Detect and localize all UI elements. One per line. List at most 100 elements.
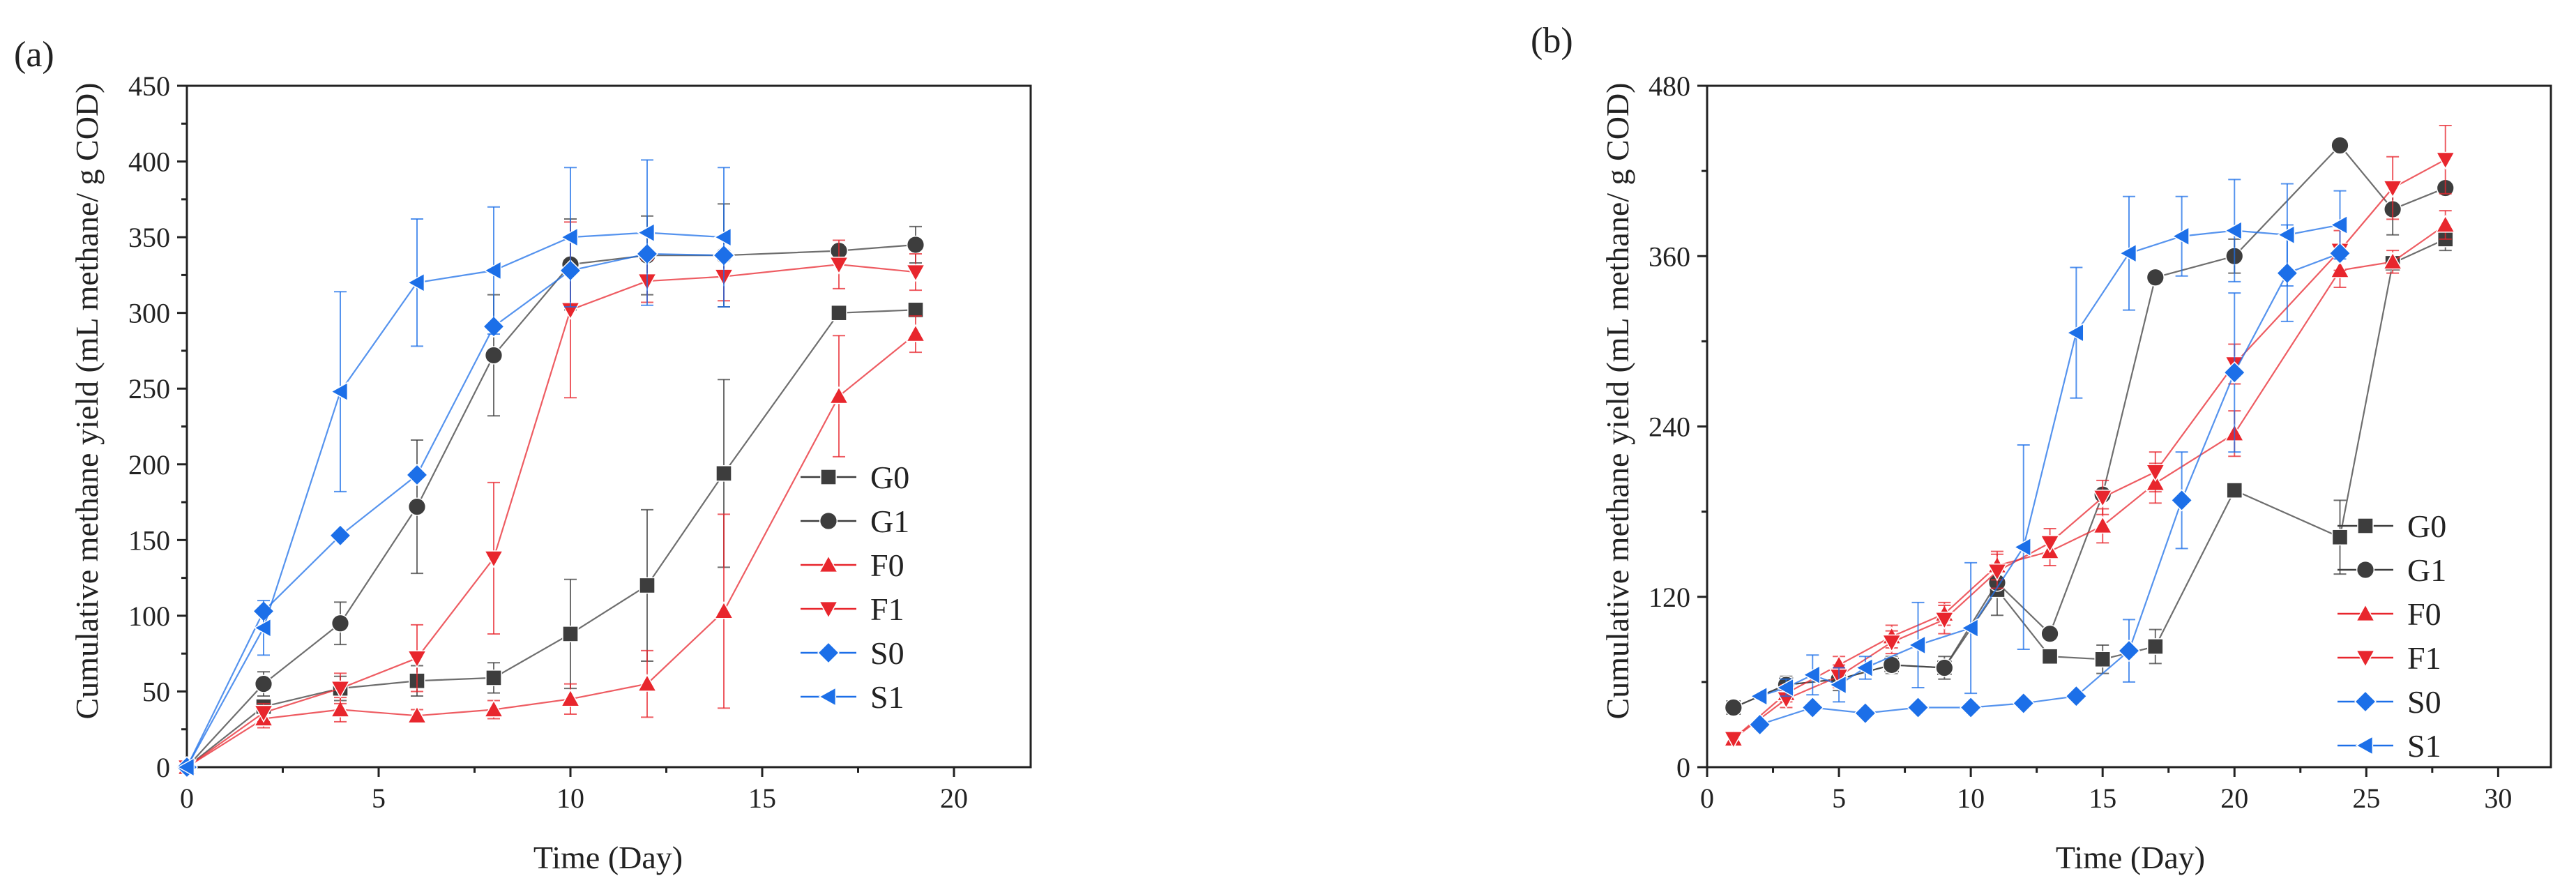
legend-label-g1-b: G1 (2407, 552, 2446, 588)
data-point-g0-b (2331, 529, 2349, 546)
y-tick-label-a: 250 (128, 373, 170, 405)
panel-label-a: (a) (14, 35, 54, 75)
data-point-g1-b (1724, 698, 1743, 717)
data-point-s1-a (330, 381, 349, 402)
data-point-g0-a (639, 577, 656, 594)
data-point-s1-b (2066, 322, 2084, 343)
x-tick-label-b: 10 (1957, 783, 1985, 814)
x-tick-label-b: 0 (1700, 783, 1714, 814)
x-tick-label-b: 5 (1832, 783, 1846, 814)
legend-label-g1-a: G1 (870, 504, 909, 539)
x-tick-label-a: 20 (940, 783, 968, 814)
y-axis-title-a: Cumulative methane yield (mL methane/ g … (69, 83, 105, 720)
series-line-f0-a (186, 333, 916, 768)
data-point-g1-b (1935, 658, 1954, 677)
data-point-s1-b (1750, 686, 1768, 706)
legend-marker-f1-b (2355, 649, 2376, 668)
data-point-f1-b (2040, 535, 2060, 553)
x-tick-label-a: 5 (372, 783, 386, 814)
data-point-f1-a (407, 650, 427, 669)
data-point-s1-a (713, 227, 732, 248)
data-point-f0-a (713, 600, 734, 619)
legend-marker-f0-b (2355, 603, 2376, 622)
x-axis-title-b: Time (Day) (2056, 840, 2205, 875)
chart-panel-b: (b) Cumulative methane yield (mL methane… (1531, 21, 2552, 875)
data-point-s0-b (2170, 489, 2193, 512)
legend-marker-g1-a (819, 511, 838, 531)
data-point-g1-a (254, 674, 273, 693)
legend-marker-f0-a (818, 554, 839, 573)
data-point-f1-b (2382, 180, 2403, 199)
series-line-g0-a (186, 309, 916, 768)
legend-marker-s0-a (817, 641, 840, 665)
data-point-s1-a (176, 757, 195, 778)
data-point-s1-a (560, 227, 579, 248)
series-s1-b (1750, 179, 2348, 706)
data-point-s0-a (328, 524, 352, 547)
y-tick-label-a: 150 (128, 524, 170, 556)
series-line-g1-a (186, 243, 916, 768)
data-point-s0-a (405, 463, 429, 486)
y-tick-label-b: 0 (1676, 752, 1690, 783)
data-point-f0-a (560, 688, 581, 707)
legend-label-f1-a: F1 (870, 591, 904, 627)
data-point-f1-a (330, 680, 351, 699)
x-tick-label-b: 25 (2352, 783, 2380, 814)
data-point-s1-a (253, 617, 272, 638)
series-line-f1-a (186, 264, 916, 768)
data-point-f0-a (905, 324, 926, 342)
data-point-f1-a (483, 550, 504, 568)
data-point-s1-b (2119, 243, 2137, 264)
data-point-f0-a (330, 699, 351, 718)
y-tick-label-b: 120 (1649, 582, 1690, 613)
legend-marker-f1-a (818, 600, 839, 619)
plot-area-b: 0 5 10 15 20 25 30 0 120 240 360 480 G0 G1 F0 F1 S0 S1 (1649, 70, 2552, 814)
data-point-s0-b (1960, 696, 1983, 719)
series-s1-a (176, 159, 732, 778)
data-point-g0-a (562, 626, 579, 642)
y-tick-label-a: 50 (142, 676, 170, 707)
data-point-s1-a (407, 272, 425, 293)
x-tick-label-b: 30 (2484, 783, 2512, 814)
data-point-s1-b (1960, 618, 1979, 638)
y-tick-label-b: 240 (1649, 411, 1690, 443)
data-point-f0-a (828, 386, 849, 405)
legend-marker-g0-a (820, 469, 837, 485)
data-point-s1-b (2277, 225, 2296, 245)
legend-label-f1-b: F1 (2407, 640, 2441, 676)
data-point-s0-b (2117, 640, 2141, 663)
data-point-f0-b (2435, 214, 2456, 233)
series-line-s0-a (186, 252, 725, 768)
data-point-s1-b (2329, 215, 2348, 235)
data-point-f1-a (905, 264, 926, 282)
data-point-g1-b (2040, 624, 2059, 643)
data-point-s1-a (483, 260, 502, 281)
x-tick-label-b: 15 (2089, 783, 2116, 814)
legend-b: G0 G1 F0 F1 S0 S1 (2338, 508, 2446, 764)
x-tick-label-a: 15 (748, 783, 776, 814)
data-point-s1-b (1802, 665, 1821, 685)
data-point-s1-b (1828, 674, 1847, 695)
legend-label-s0-b: S0 (2407, 684, 2441, 720)
series-line-s1-a (186, 232, 725, 768)
legend-marker-s0-b (2354, 690, 2377, 713)
y-tick-label-a: 300 (128, 298, 170, 329)
y-tick-label-a: 200 (128, 449, 170, 481)
data-point-g0-a (485, 670, 502, 686)
data-point-f1-b (2435, 151, 2456, 170)
data-point-s1-a (637, 222, 656, 243)
data-point-g0-b (2094, 651, 2111, 668)
y-tick-label-a: 0 (156, 752, 170, 783)
y-axis-title-b: Cumulative methane yield (mL methane/ g … (1600, 83, 1635, 720)
data-point-g0-b (2226, 482, 2243, 499)
x-tick-label-b: 20 (2220, 783, 2248, 814)
data-point-f1-a (828, 257, 849, 275)
data-point-f1-b (1987, 563, 2008, 582)
data-point-g0-b (2147, 638, 2164, 655)
data-point-f1-b (1934, 612, 1955, 630)
data-point-g1-a (331, 614, 350, 633)
data-point-s1-b (1907, 635, 1926, 656)
legend-label-s1-b: S1 (2407, 728, 2441, 764)
